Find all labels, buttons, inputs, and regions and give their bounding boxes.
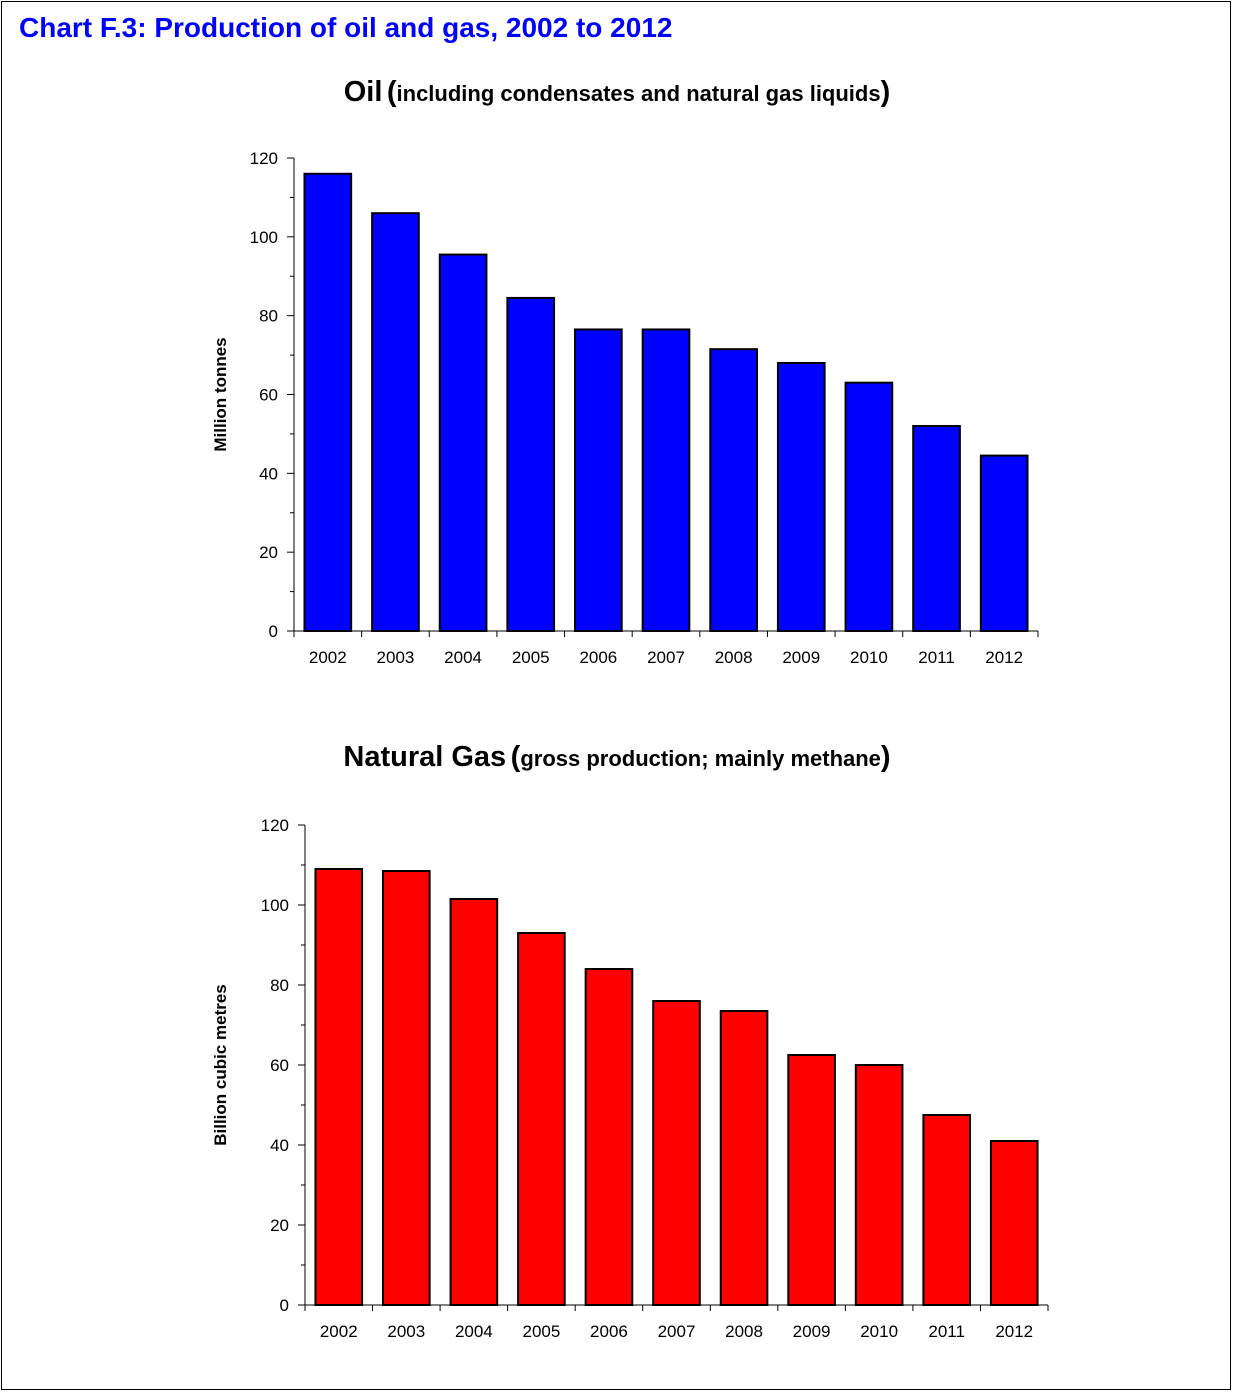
oil-bar-2012 [979,454,1029,632]
oil-y-tick-label: 80 [259,307,278,326]
gas-bar-2006 [584,968,634,1306]
oil-x-tick-label: 2008 [715,648,753,667]
gas-title-main: Natural Gas [343,741,507,773]
oil-bar-2007 [641,328,691,632]
gas-y-axis-label: Billion cubic metres [211,984,230,1146]
gas-bar-2010 [854,1064,904,1306]
gas-x-tick-label: 2005 [522,1322,560,1341]
oil-y-tick-label: 100 [250,228,278,247]
oil-y-axis-label: Million tonnes [211,337,230,451]
gas-title-close-paren: ) [880,741,891,773]
gas-x-tick-label: 2012 [995,1322,1033,1341]
oil-bar-2010 [844,381,894,632]
oil-bar-2006 [574,328,623,632]
oil-y-tick-label: 40 [259,464,278,483]
oil-x-tick-label: 2007 [647,648,685,667]
gas-x-tick-label: 2011 [928,1322,965,1341]
oil-bar-2009 [776,361,826,632]
gas-x-tick-label: 2003 [387,1322,425,1341]
gas-bar-2003 [382,870,431,1306]
gas-y-tick-label: 80 [270,976,289,995]
oil-x-tick-label: 2010 [850,648,888,667]
oil-bar-2005 [506,296,556,632]
gas-bar-2005 [517,932,566,1306]
oil-bar-chart: 0 20 40 60 80 100 120 2002 2003 2004 2005 2006 2007 2… [211,149,1039,667]
gas-bar-2009 [787,1054,836,1306]
gas-y-tick-label: 0 [280,1296,289,1315]
gas-y-tick-label: 60 [270,1056,289,1075]
oil-y-tick-label: 20 [259,543,278,562]
gas-x-tick-label: 2006 [590,1322,628,1341]
oil-bar-2004 [438,253,488,632]
gas-bar-2011 [922,1114,971,1306]
gas-y-tick-label: 40 [270,1136,289,1155]
oil-bar-2002 [303,172,353,633]
oil-x-tick-label: 2009 [782,648,820,667]
gas-x-tick-label: 2008 [725,1322,763,1341]
oil-x-tick-label: 2005 [512,648,550,667]
gas-bar-2012 [989,1140,1039,1306]
oil-title-main: Oil [343,76,383,108]
gas-bar-2007 [652,1000,701,1306]
page-title: Chart F.3: Production of oil and gas, 20… [19,12,673,43]
gas-bar-2002 [314,868,364,1306]
gas-x-tick-label: 2009 [793,1322,831,1341]
oil-x-tick-label: 2012 [985,648,1023,667]
oil-y-tick-label: 120 [250,149,278,168]
oil-x-tick-label: 2004 [444,648,482,667]
oil-title-subtitle: including condensates and natural gas li… [396,81,881,106]
gas-title-open-paren: ( [510,741,521,773]
oil-x-tick-label: 2006 [579,648,617,667]
gas-title-subtitle: gross production; mainly methane [520,746,881,771]
gas-bar-2004 [449,898,499,1306]
gas-x-tick-label: 2004 [455,1322,493,1341]
oil-x-tick-label: 2011 [918,648,955,667]
oil-y-tick-label: 0 [269,622,278,641]
oil-title-open-paren: ( [386,76,397,108]
gas-y-tick-label: 20 [270,1216,289,1235]
oil-chart-title: Oil (including condensates and natural g… [0,76,1234,109]
gas-bar-chart: 0 20 40 60 80 100 120 2002 2003 2004 2005 2006 2007 2… [211,816,1049,1341]
oil-bar-2003 [371,212,420,633]
oil-x-tick-label: 2003 [377,648,415,667]
gas-x-tick-label: 2007 [658,1322,696,1341]
oil-x-tick-label: 2002 [309,648,347,667]
gas-y-tick-label: 120 [261,816,289,835]
oil-bar-2011 [912,425,961,632]
gas-y-tick-label: 100 [261,896,289,915]
oil-bar-2008 [709,348,758,632]
oil-title-close-paren: ) [880,76,891,108]
gas-x-tick-label: 2010 [860,1322,898,1341]
gas-x-tick-label: 2002 [320,1322,358,1341]
gas-bar-2008 [719,1010,769,1306]
gas-chart-title: Natural Gas (gross production; mainly me… [0,741,1234,774]
oil-y-tick-label: 60 [259,386,278,405]
